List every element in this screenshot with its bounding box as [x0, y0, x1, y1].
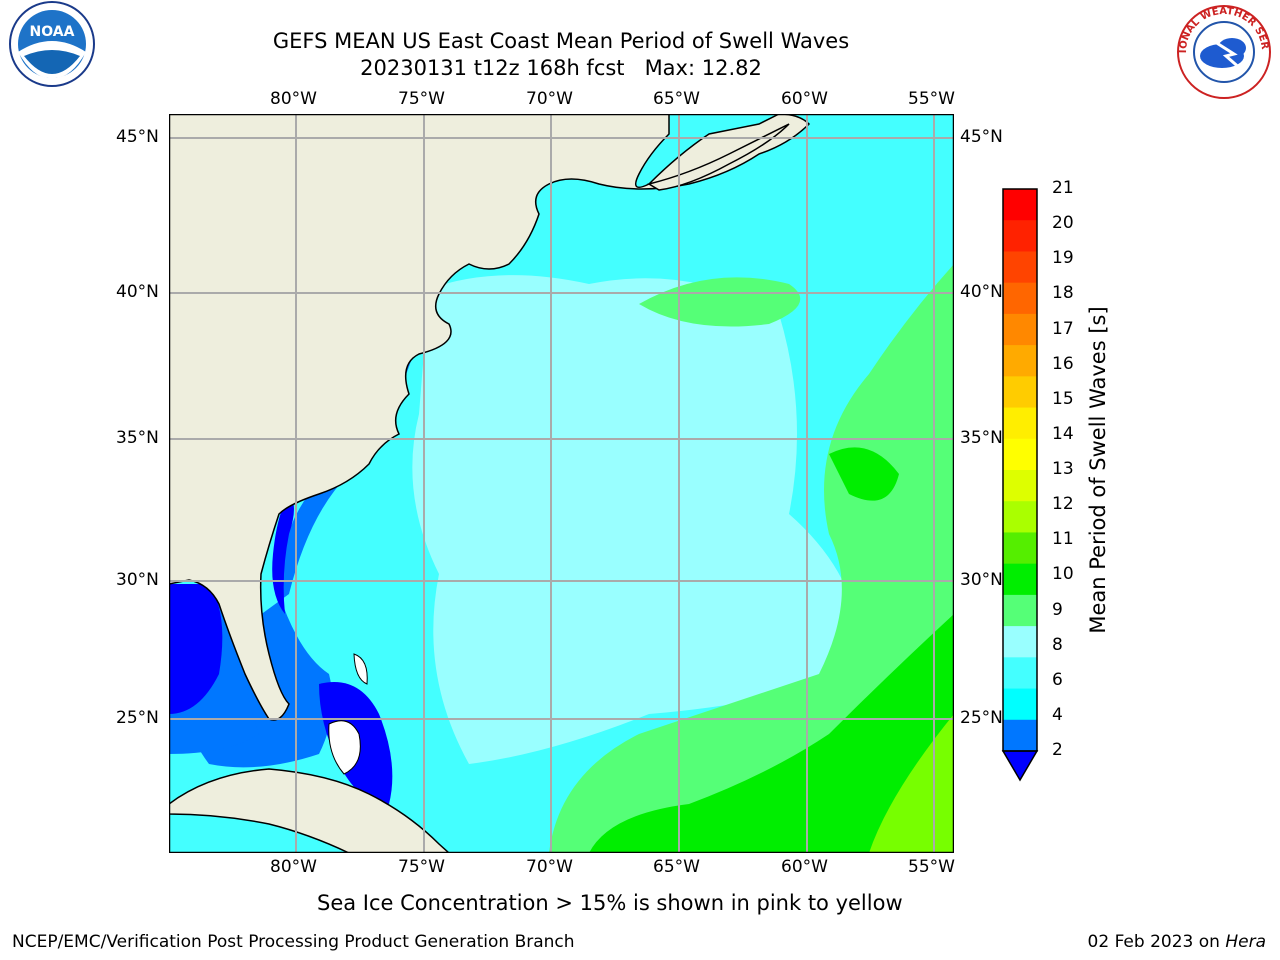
- colorbar-segment: [1003, 407, 1037, 440]
- colorbar-segment: [1003, 313, 1037, 346]
- lat-label-right: 30°N: [960, 570, 1003, 590]
- colorbar-tick-label: 12: [1052, 494, 1074, 515]
- colorbar-label: Mean Period of Swell Waves [s]: [1086, 306, 1110, 634]
- colorbar-tick-label: 4: [1052, 704, 1063, 725]
- colorbar-segment: [1003, 376, 1037, 409]
- sea-ice-note: Sea Ice Concentration > 15% is shown in …: [317, 891, 903, 915]
- lat-label-left: 45°N: [116, 127, 159, 147]
- lon-label-top: 70°W: [526, 89, 573, 109]
- lon-label-bottom: 70°W: [526, 857, 573, 877]
- lat-label-left: 40°N: [116, 282, 159, 302]
- land-us-east: [169, 114, 811, 721]
- lon-label-top: 55°W: [908, 89, 955, 109]
- lon-label-top: 65°W: [653, 89, 700, 109]
- lon-label-top: 75°W: [398, 89, 445, 109]
- colorbar-tick-label: 17: [1052, 318, 1074, 339]
- land-bahamas-2: [353, 653, 368, 685]
- colorbar-segment: [1003, 189, 1037, 221]
- map-frame: [169, 114, 954, 853]
- lat-label-right: 25°N: [960, 708, 1003, 728]
- lat-label-right: 40°N: [960, 282, 1003, 302]
- colorbar-frame: [1002, 188, 1038, 752]
- colorbar-tick-label: 15: [1052, 388, 1074, 409]
- colorbar-tick-label: 20: [1052, 213, 1074, 234]
- lon-label-top: 80°W: [270, 89, 317, 109]
- footer-left: NCEP/EMC/Verification Post Processing Pr…: [12, 932, 575, 952]
- colorbar-tick-label: 11: [1052, 529, 1074, 550]
- lat-label-right: 45°N: [960, 127, 1003, 147]
- lat-label-left: 25°N: [116, 708, 159, 728]
- nws-logo: NATIONAL WEATHER SERVICE: [1168, 0, 1276, 112]
- region-2s-coast: [272, 494, 294, 614]
- lon-label-bottom: 60°W: [781, 857, 828, 877]
- swell-period-map: [169, 114, 954, 853]
- colorbar-segment: [1003, 532, 1037, 565]
- land-bahamas-1: [328, 720, 361, 775]
- lon-label-bottom: 55°W: [908, 857, 955, 877]
- colorbar-segment: [1003, 282, 1037, 315]
- colorbar-segment: [1003, 657, 1037, 690]
- colorbar-segment: [1003, 345, 1037, 377]
- plot-title-line1: GEFS MEAN US East Coast Mean Period of S…: [272, 29, 850, 53]
- region-2s-gulf: [169, 584, 223, 714]
- colorbar-segment: [1003, 719, 1037, 752]
- lat-label-left: 35°N: [116, 428, 159, 448]
- colorbar-tick-label: 9: [1052, 599, 1063, 620]
- region-12s: [869, 714, 954, 853]
- colorbar-segment: [1003, 251, 1037, 284]
- lon-label-top: 60°W: [781, 89, 828, 109]
- plot-title-line2: 20230131 t12z 168h fcst Max: 12.82: [360, 56, 762, 80]
- colorbar-segment: [1003, 688, 1037, 721]
- colorbar-segment: [1003, 438, 1037, 471]
- region-8-9s: [412, 275, 861, 764]
- colorbar-tick-label: 6: [1052, 669, 1063, 690]
- colorbar-tick-label: 10: [1052, 564, 1074, 585]
- lon-label-bottom: 75°W: [398, 857, 445, 877]
- colorbar-segment: [1003, 563, 1037, 596]
- colorbar-tick-label: 19: [1052, 248, 1074, 269]
- colorbar-tick-label: 8: [1052, 634, 1063, 655]
- lat-label-left: 30°N: [116, 570, 159, 590]
- footer-machine: Hera: [1225, 932, 1266, 952]
- colorbar-tick-label: 18: [1052, 283, 1074, 304]
- footer-date: 02 Feb 2023 on: [1087, 932, 1220, 952]
- lat-label-right: 35°N: [960, 428, 1003, 448]
- colorbar-tick-label: 13: [1052, 459, 1074, 479]
- colorbar-segment: [1003, 501, 1037, 533]
- lon-label-bottom: 80°W: [270, 857, 317, 877]
- lon-label-bottom: 65°W: [653, 857, 700, 877]
- colorbar-tick-label: 21: [1052, 178, 1074, 198]
- colorbar-tick-label: 2: [1052, 740, 1063, 760]
- noaa-logo-text: NOAA: [30, 24, 75, 40]
- colorbar-segment: [1003, 626, 1037, 658]
- land-nova-scotia: [647, 123, 790, 191]
- colorbar-tick-label: 14: [1052, 423, 1074, 444]
- region-10-11s-mid: [829, 447, 899, 501]
- colorbar-extend-triangle: [1001, 750, 1039, 782]
- colorbar-segment: [1003, 594, 1037, 627]
- noaa-logo: NOAA: [0, 0, 104, 108]
- colorbar: [1001, 188, 1039, 782]
- land-cuba: [169, 768, 451, 853]
- colorbar-segment: [1003, 470, 1037, 502]
- colorbar-segment: [1003, 220, 1037, 252]
- colorbar-tick-label: 16: [1052, 353, 1074, 374]
- region-9-10s-east: [549, 264, 954, 853]
- graticule: [169, 114, 954, 853]
- footer-right: 02 Feb 2023 on Hera: [1088, 932, 1266, 952]
- region-10-11s: [589, 614, 954, 853]
